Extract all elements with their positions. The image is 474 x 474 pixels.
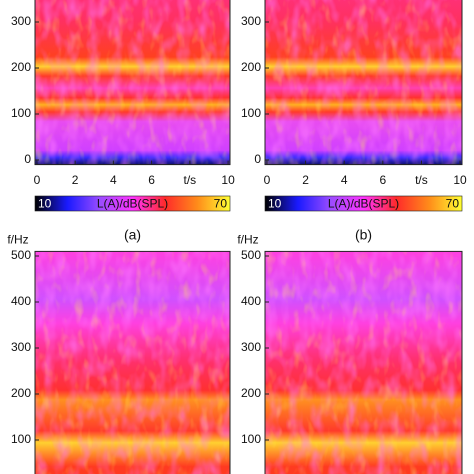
y-tick-label: 200 [11, 60, 31, 74]
x-tick-label: 6 [148, 173, 155, 187]
heatmap-texture [35, 251, 230, 474]
colorbar [34, 195, 231, 212]
y-tick-label: 200 [241, 386, 261, 400]
y-tick-label: 200 [11, 386, 31, 400]
y-tick-label: 300 [241, 14, 261, 28]
colorbar-tick-label: 70 [214, 197, 228, 211]
colorbar-tick-label: 70 [446, 197, 460, 211]
y-axis-label: f/Hz [7, 233, 28, 247]
y-tick-label: 200 [241, 60, 261, 74]
plot-frame [264, 0, 463, 166]
y-tick-label: 0 [24, 152, 31, 166]
x-tick-label: 0 [264, 173, 271, 187]
x-tick-label: 6 [379, 173, 386, 187]
colorbar-label: L(A)/dB(SPL) [97, 197, 168, 211]
x-tick-label: 4 [341, 173, 348, 187]
x-tick-label: t/s [184, 173, 197, 187]
plot-frame [34, 0, 231, 166]
colorbar-tick-label: 10 [268, 197, 282, 211]
y-tick-label: 100 [241, 106, 261, 120]
colorbar-tick-label: 10 [38, 197, 52, 211]
panel-caption: (a) [124, 227, 141, 243]
y-tick-label: 100 [241, 432, 261, 446]
y-tick-label: 100 [11, 432, 31, 446]
x-tick-label: 0 [34, 173, 41, 187]
colorbar [264, 195, 463, 212]
plot-frame [34, 250, 231, 474]
plot-frame [264, 250, 463, 474]
heatmap-texture [265, 0, 462, 165]
y-axis-label: f/Hz [237, 233, 258, 247]
y-tick-label: 400 [241, 294, 261, 308]
y-tick-label: 100 [11, 106, 31, 120]
x-tick-label: 2 [72, 173, 79, 187]
x-tick-label: 10 [453, 173, 467, 187]
y-tick-label: 300 [11, 14, 31, 28]
y-tick-label: 300 [241, 340, 261, 354]
heatmap-texture [265, 251, 462, 474]
y-tick-label: 300 [11, 340, 31, 354]
colorbar-label: L(A)/dB(SPL) [328, 197, 399, 211]
x-tick-label: 4 [110, 173, 117, 187]
y-tick-label: 0 [254, 152, 261, 166]
y-tick-label: 500 [11, 248, 31, 262]
x-tick-label: 10 [221, 173, 235, 187]
heatmap-texture [35, 0, 230, 165]
y-tick-label: 400 [11, 294, 31, 308]
x-tick-label: t/s [415, 173, 428, 187]
x-tick-label: 2 [302, 173, 309, 187]
y-tick-label: 500 [241, 248, 261, 262]
panel-caption: (b) [355, 227, 372, 243]
